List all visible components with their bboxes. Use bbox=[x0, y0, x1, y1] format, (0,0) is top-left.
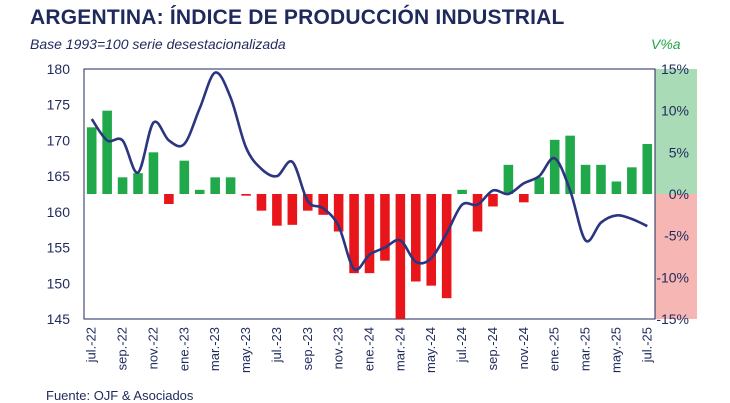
right-tick-label: 15% bbox=[661, 61, 689, 77]
right-tick-label: 0% bbox=[669, 186, 689, 202]
bar-jun.-23 bbox=[256, 194, 267, 211]
right-tick-label: -10% bbox=[656, 269, 689, 285]
x-tick-label: nov.-24 bbox=[516, 327, 531, 369]
x-tick-label: may.-23 bbox=[238, 327, 253, 373]
left-tick-label: 145 bbox=[47, 311, 71, 327]
bar-ene.-24 bbox=[364, 194, 375, 274]
x-tick-label: ene.-23 bbox=[176, 327, 191, 371]
bar-jun.-24 bbox=[441, 194, 452, 299]
bar-oct.-23 bbox=[318, 194, 328, 215]
x-tick-label: mar.-23 bbox=[207, 327, 222, 371]
bar-sep.-22 bbox=[117, 177, 128, 194]
left-tick-label: 165 bbox=[47, 168, 71, 184]
left-axis: 145 150 155 160 165 170 175 180 bbox=[47, 61, 71, 327]
bar-feb.-25 bbox=[565, 135, 575, 194]
x-axis: jul.-22 sep.-22 nov.-22 ene.-23 mar.-23 may.-… bbox=[84, 327, 655, 373]
x-tick-label: ene.-25 bbox=[547, 327, 562, 371]
x-tick-label: nov.-22 bbox=[145, 327, 160, 369]
x-tick-label: may.-25 bbox=[608, 327, 623, 373]
line-series bbox=[90, 71, 648, 272]
negative-band bbox=[655, 194, 697, 319]
x-tick-label: ene.-24 bbox=[362, 327, 377, 371]
bar-feb.-24 bbox=[380, 194, 390, 261]
bar-abr.-23 bbox=[225, 177, 236, 194]
x-tick-label: may.-24 bbox=[423, 327, 438, 373]
bar-ago.-24 bbox=[472, 194, 483, 232]
right-tick-label: -5% bbox=[664, 228, 689, 244]
bar-abr.-24 bbox=[411, 194, 421, 282]
bar-jul.-22 bbox=[86, 127, 97, 194]
x-tick-label: mar.-24 bbox=[392, 327, 407, 371]
bar-may.-24 bbox=[426, 194, 437, 286]
x-tick-label: sep.-23 bbox=[300, 327, 315, 370]
chart-title: ARGENTINA: ÍNDICE DE PRODUCCIÓN INDUSTRI… bbox=[30, 6, 565, 29]
bar-may.-23 bbox=[241, 194, 251, 196]
bar-nov.-23 bbox=[333, 194, 344, 232]
bar-ene.-25 bbox=[549, 139, 560, 194]
x-tick-label: jul.-22 bbox=[84, 327, 99, 363]
x-tick-label: jul.-24 bbox=[454, 327, 469, 363]
x-tick-label: sep.-22 bbox=[115, 327, 130, 370]
bar-mar.-23 bbox=[210, 177, 220, 194]
bar-mar.-25 bbox=[580, 164, 591, 194]
bar-may.-25 bbox=[611, 181, 622, 194]
bar-sep.-24 bbox=[488, 194, 498, 207]
x-tick-label: mar.-25 bbox=[578, 327, 593, 371]
x-tick-label: jul.-23 bbox=[269, 327, 284, 363]
bar-jul.-25 bbox=[642, 144, 653, 194]
x-tick-label: nov.-23 bbox=[331, 327, 346, 369]
right-axis-label: V%a bbox=[651, 36, 681, 52]
bar-dic.-23 bbox=[349, 194, 359, 274]
bar-dic.-22 bbox=[164, 194, 174, 204]
left-tick-label: 150 bbox=[47, 275, 71, 291]
bar-nov.-22 bbox=[148, 152, 159, 194]
bar-jul.-23 bbox=[272, 194, 282, 226]
chart-subtitle: Base 1993=100 serie desestacionalizada bbox=[30, 36, 286, 52]
bar-abr.-25 bbox=[596, 164, 606, 194]
right-tick-label: -15% bbox=[656, 311, 689, 327]
background-bands bbox=[655, 69, 697, 319]
right-axis: 15% 10% 5% 0% -5% -10% -15% bbox=[656, 61, 689, 327]
x-tick-label: jul.-25 bbox=[639, 327, 654, 363]
bar-oct.-24 bbox=[503, 164, 514, 194]
bar-ene.-23 bbox=[179, 160, 190, 194]
plot-frame bbox=[83, 68, 656, 320]
bar-series bbox=[86, 110, 653, 319]
right-tick-label: 5% bbox=[669, 144, 689, 160]
bar-mar.-24 bbox=[395, 194, 406, 319]
left-tick-label: 160 bbox=[47, 204, 71, 220]
right-tick-label: 10% bbox=[661, 103, 689, 119]
bar-nov.-24 bbox=[519, 194, 529, 203]
bar-jul.-24 bbox=[457, 189, 467, 194]
x-tick-label: sep.-24 bbox=[485, 327, 500, 370]
left-tick-label: 180 bbox=[47, 61, 71, 77]
bar-dic.-24 bbox=[534, 177, 545, 194]
bar-ago.-23 bbox=[287, 194, 298, 225]
positive-band bbox=[655, 69, 697, 194]
left-tick-label: 170 bbox=[47, 132, 71, 148]
bar-feb.-23 bbox=[194, 189, 205, 194]
left-tick-label: 175 bbox=[47, 97, 71, 113]
bar-ago.-22 bbox=[102, 110, 112, 194]
bar-jun.-25 bbox=[627, 167, 637, 194]
left-tick-label: 155 bbox=[47, 240, 71, 256]
source-note: Fuente: OJF & Asociados bbox=[46, 388, 194, 403]
bar-oct.-22 bbox=[133, 173, 143, 194]
